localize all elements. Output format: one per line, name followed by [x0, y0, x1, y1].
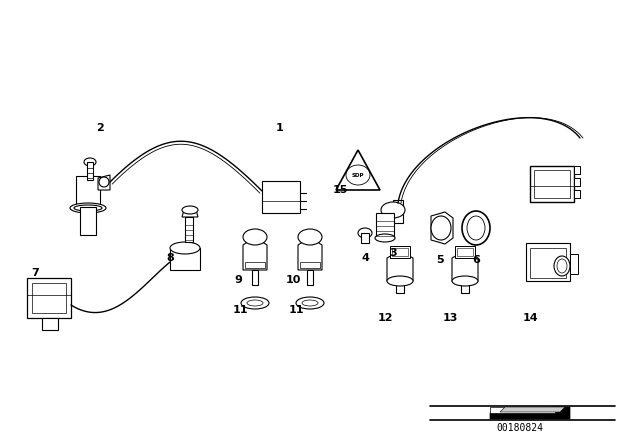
- Ellipse shape: [70, 203, 106, 213]
- Text: 11: 11: [288, 305, 304, 315]
- Bar: [570, 254, 578, 274]
- Text: 6: 6: [472, 255, 480, 265]
- Text: 11: 11: [232, 305, 248, 315]
- Text: SDP: SDP: [352, 172, 364, 177]
- Bar: [574, 178, 580, 186]
- Bar: [574, 190, 580, 198]
- Text: 1: 1: [276, 123, 284, 133]
- Bar: [396, 281, 404, 293]
- Bar: [27, 278, 71, 318]
- Bar: [185, 217, 193, 242]
- Bar: [457, 248, 473, 256]
- Bar: [390, 246, 410, 258]
- Ellipse shape: [431, 216, 451, 240]
- Ellipse shape: [296, 297, 324, 309]
- Ellipse shape: [298, 229, 322, 245]
- Bar: [574, 166, 580, 174]
- Bar: [42, 318, 58, 330]
- Text: 7: 7: [31, 268, 39, 278]
- Bar: [32, 283, 66, 313]
- Bar: [245, 262, 265, 268]
- Bar: [87, 162, 93, 180]
- Bar: [300, 262, 320, 268]
- Ellipse shape: [243, 229, 267, 245]
- Polygon shape: [170, 248, 200, 270]
- Ellipse shape: [84, 158, 96, 166]
- Text: 13: 13: [442, 313, 458, 323]
- Ellipse shape: [467, 216, 485, 240]
- Text: 15: 15: [332, 185, 348, 195]
- Text: 8: 8: [166, 253, 174, 263]
- Polygon shape: [387, 251, 413, 281]
- Text: 14: 14: [522, 313, 538, 323]
- Ellipse shape: [99, 177, 109, 187]
- Ellipse shape: [247, 300, 263, 306]
- Ellipse shape: [375, 234, 395, 242]
- Polygon shape: [98, 175, 110, 190]
- Text: 00180824: 00180824: [497, 423, 543, 433]
- Bar: [252, 270, 258, 285]
- Bar: [361, 233, 369, 243]
- Ellipse shape: [452, 276, 478, 286]
- Bar: [76, 176, 100, 208]
- Ellipse shape: [170, 242, 200, 254]
- Ellipse shape: [302, 300, 318, 306]
- Ellipse shape: [381, 202, 405, 218]
- Bar: [262, 181, 300, 213]
- Bar: [455, 246, 475, 258]
- Polygon shape: [243, 237, 267, 270]
- Ellipse shape: [358, 228, 372, 238]
- Bar: [80, 207, 96, 235]
- Text: 3: 3: [389, 248, 397, 258]
- Ellipse shape: [387, 276, 413, 286]
- Polygon shape: [383, 200, 403, 223]
- Polygon shape: [298, 237, 322, 270]
- Text: 5: 5: [436, 255, 444, 265]
- Ellipse shape: [462, 211, 490, 245]
- Bar: [534, 170, 570, 198]
- Ellipse shape: [74, 205, 102, 211]
- Ellipse shape: [182, 206, 198, 214]
- Bar: [530, 248, 566, 278]
- Bar: [376, 213, 394, 238]
- Text: 9: 9: [234, 275, 242, 285]
- Text: 2: 2: [96, 123, 104, 133]
- Text: 12: 12: [377, 313, 393, 323]
- Bar: [526, 243, 570, 281]
- Bar: [461, 281, 469, 293]
- Polygon shape: [182, 210, 198, 217]
- Polygon shape: [500, 407, 565, 412]
- Bar: [307, 270, 313, 285]
- Polygon shape: [336, 150, 380, 190]
- Text: 10: 10: [285, 275, 301, 285]
- Ellipse shape: [554, 256, 570, 276]
- Ellipse shape: [557, 259, 567, 273]
- Bar: [490, 407, 555, 413]
- Polygon shape: [490, 407, 570, 419]
- Polygon shape: [431, 212, 453, 244]
- Ellipse shape: [241, 297, 269, 309]
- Polygon shape: [452, 251, 478, 281]
- Bar: [530, 166, 574, 202]
- Text: 4: 4: [361, 253, 369, 263]
- Bar: [392, 248, 408, 256]
